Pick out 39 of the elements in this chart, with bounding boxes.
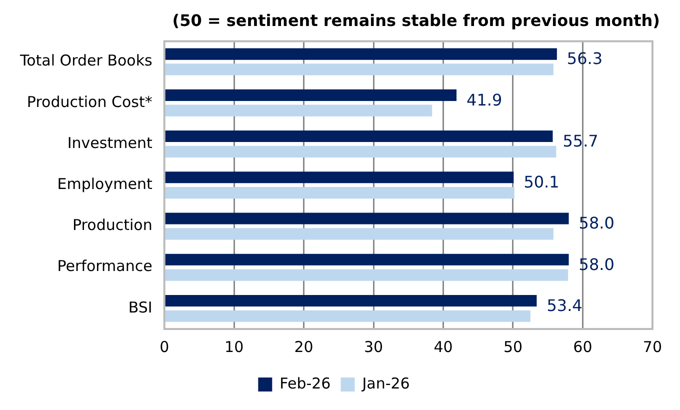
y-tick-label: BSI <box>128 298 152 316</box>
bar <box>165 228 554 240</box>
data-label: 55.7 <box>562 131 598 150</box>
y-tick-label: Production <box>72 216 152 234</box>
bar <box>165 89 457 101</box>
bar <box>165 294 537 307</box>
bar <box>165 269 568 281</box>
bar <box>165 187 514 199</box>
data-label: 53.4 <box>546 296 582 315</box>
data-label: 58.0 <box>578 214 614 233</box>
bar <box>165 172 514 184</box>
y-tick-label: Total Order Books <box>19 52 153 70</box>
bar <box>165 146 556 158</box>
bar <box>165 212 569 224</box>
data-label: 41.9 <box>466 90 502 110</box>
legend-label: Feb-26 <box>280 374 331 392</box>
x-tick-label: 60 <box>573 338 592 356</box>
x-tick-label: 70 <box>642 338 662 356</box>
data-label: 50.1 <box>524 172 560 192</box>
legend-label: Jan-26 <box>361 374 410 392</box>
x-tick-label: 0 <box>160 338 170 356</box>
x-tick-label: 20 <box>294 338 314 356</box>
x-tick-label: 30 <box>364 338 384 356</box>
bar <box>165 64 554 76</box>
y-tick-label: Employment <box>57 174 152 193</box>
x-tick-label: 50 <box>503 338 523 356</box>
bar <box>165 48 557 60</box>
bar <box>165 130 553 142</box>
bar <box>165 254 569 266</box>
y-tick-label: Investment <box>67 134 152 152</box>
y-tick-label: Performance <box>57 257 152 276</box>
data-label: 58.0 <box>578 254 614 274</box>
data-label: 56.3 <box>566 49 603 68</box>
bar <box>165 310 530 322</box>
x-tick-label: 10 <box>224 338 244 356</box>
chart-title: (50 = sentiment remains stable from previous month) <box>172 10 660 30</box>
y-tick-label: Production Cost* <box>26 92 153 111</box>
bar <box>165 104 432 116</box>
x-tick-label: 40 <box>434 338 453 356</box>
